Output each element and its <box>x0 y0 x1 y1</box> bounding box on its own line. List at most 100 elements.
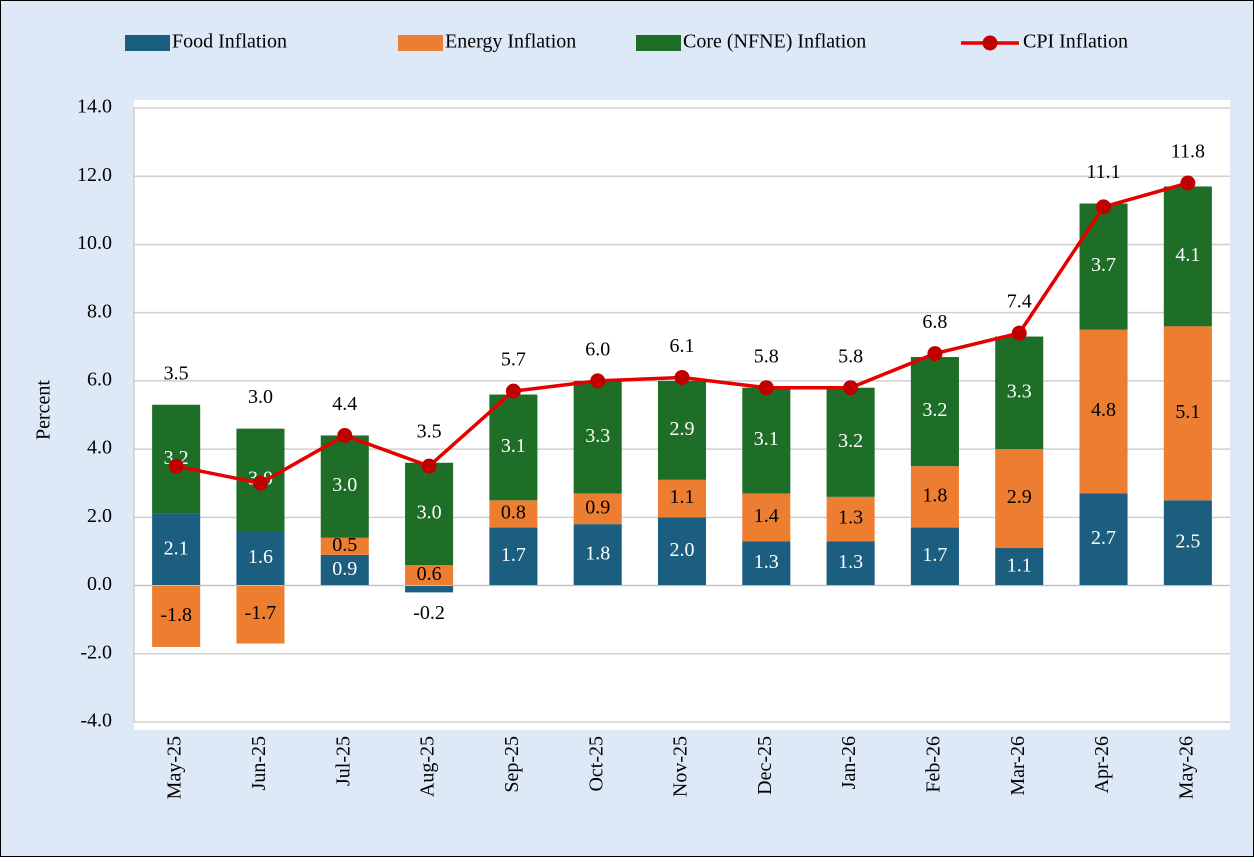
data-label: 1.6 <box>248 546 273 568</box>
bar-segment <box>995 449 1044 549</box>
line-marker <box>590 373 606 389</box>
data-label: 6.1 <box>670 335 695 357</box>
data-label: 3.0 <box>332 474 357 496</box>
data-label: 0.9 <box>332 558 357 580</box>
x-tick-label: Jan-26 <box>838 736 860 789</box>
data-label: 6.0 <box>585 338 610 360</box>
data-label: 3.7 <box>1091 254 1116 276</box>
data-label: 2.7 <box>1091 527 1116 549</box>
data-label: 1.3 <box>838 551 863 573</box>
bar-segment <box>657 380 707 480</box>
x-tick-label: Jun-25 <box>248 736 270 790</box>
bar-segment <box>910 527 959 586</box>
bar-segment <box>152 585 201 647</box>
data-label: 3.5 <box>164 362 189 384</box>
line-marker <box>1011 325 1027 341</box>
data-label: 7.4 <box>1007 291 1032 313</box>
bar-segment <box>910 466 959 528</box>
data-label: 4.1 <box>1175 244 1200 266</box>
data-label: 1.3 <box>754 551 779 573</box>
bar-segment <box>995 336 1044 450</box>
line-marker <box>758 380 774 396</box>
data-label: 5.1 <box>1175 401 1200 423</box>
y-tick-label: 8.0 <box>87 300 112 322</box>
bar-segment <box>1079 329 1128 494</box>
data-label: 3.2 <box>838 430 863 452</box>
bar-segment <box>1079 203 1128 330</box>
line-marker <box>674 369 690 385</box>
data-label: 1.8 <box>585 542 610 564</box>
data-label: 3.1 <box>501 435 526 457</box>
data-label: 2.9 <box>670 418 695 440</box>
bar-segment <box>152 513 201 586</box>
bar-segment <box>1163 500 1212 586</box>
data-label: 5.7 <box>501 349 526 371</box>
data-label: 1.7 <box>922 544 947 566</box>
data-label: 0.5 <box>332 534 357 556</box>
x-tick-label: Dec-25 <box>754 736 776 795</box>
bar-segment <box>573 524 622 586</box>
bar-segment <box>489 527 538 586</box>
line-marker <box>843 380 859 396</box>
legend-label: Food Inflation <box>172 31 287 53</box>
data-label: 3.0 <box>248 386 273 408</box>
y-tick-label: 14.0 <box>77 96 112 118</box>
bar-segment <box>826 387 875 497</box>
x-tick-label: Oct-25 <box>585 736 607 792</box>
bar-segment <box>320 435 369 538</box>
bar-segment <box>657 479 707 518</box>
legend-swatch <box>636 35 681 51</box>
x-tick-label: Sep-25 <box>501 736 523 793</box>
bar-segment <box>1163 326 1212 501</box>
data-label: 1.8 <box>922 484 947 506</box>
bar-segment <box>826 541 875 586</box>
bar-segment <box>573 493 622 525</box>
bar-segment <box>1079 493 1128 586</box>
bar-segment <box>236 530 285 586</box>
x-tick-label: Jul-25 <box>332 736 354 786</box>
data-label: 2.9 <box>1007 486 1032 508</box>
bar-segment <box>742 387 791 494</box>
data-label: 3.2 <box>922 399 947 421</box>
data-label: 4.8 <box>1091 399 1116 421</box>
line-marker <box>168 458 184 474</box>
legend-label: Energy Inflation <box>445 31 576 53</box>
bar-segment <box>910 357 959 467</box>
y-tick-label: 4.0 <box>87 437 112 459</box>
y-tick-label: -4.0 <box>80 710 112 732</box>
data-label: 2.0 <box>670 539 695 561</box>
x-tick-label: May-26 <box>1175 736 1197 799</box>
data-label: 1.7 <box>501 544 526 566</box>
y-tick-label: 0.0 <box>87 573 112 595</box>
data-label: 1.3 <box>838 507 863 529</box>
bar-segment <box>405 565 454 586</box>
line-marker <box>337 427 353 443</box>
line-marker <box>505 383 521 399</box>
data-label: 5.8 <box>838 345 863 367</box>
data-label: 3.1 <box>754 428 779 450</box>
data-label: 1.4 <box>754 505 779 527</box>
x-tick-label: Feb-26 <box>923 736 945 793</box>
bar-segment <box>826 496 875 542</box>
line-marker <box>1096 199 1112 215</box>
line-marker <box>927 346 943 362</box>
line-marker <box>252 475 268 491</box>
legend-label: CPI Inflation <box>1023 31 1128 53</box>
y-tick-label: 12.0 <box>77 164 112 186</box>
data-label: 2.5 <box>1175 531 1200 553</box>
x-tick-label: Apr-26 <box>1091 736 1113 793</box>
data-label: 11.1 <box>1086 161 1120 183</box>
legend-marker <box>982 35 998 51</box>
legend-label: Core (NFNE) Inflation <box>683 31 866 53</box>
y-tick-label: 10.0 <box>77 232 112 254</box>
data-label: 5.8 <box>754 345 779 367</box>
bar-segment <box>657 517 707 586</box>
legend-swatch <box>125 35 170 51</box>
data-label: 0.9 <box>585 496 610 518</box>
bar-segment <box>320 554 369 586</box>
data-label: 3.0 <box>417 502 442 524</box>
bar-segment <box>405 585 454 593</box>
x-tick-label: May-25 <box>164 736 186 799</box>
bar-segment <box>742 541 791 586</box>
